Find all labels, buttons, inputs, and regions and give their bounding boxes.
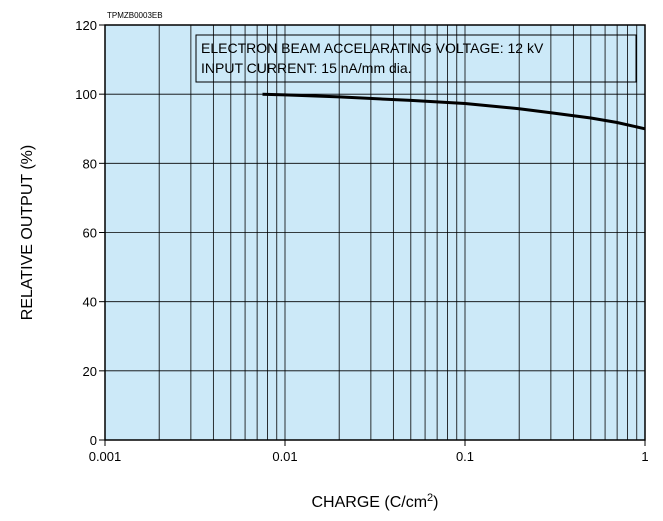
figure-code: TPMZB0003EB — [107, 11, 163, 20]
y-tick-label: 60 — [83, 226, 97, 241]
y-tick-label: 100 — [75, 87, 97, 102]
x-tick-label: 1 — [641, 449, 648, 464]
y-axis-label: RELATIVE OUTPUT (%) — [19, 145, 36, 320]
y-tick-label: 40 — [83, 295, 97, 310]
tick-labels: 0 20 40 60 80 100 120 0.001 0.01 0.1 1 — [75, 18, 648, 464]
annotation-box: ELECTRON BEAM ACCELARATING VOLTAGE: 12 k… — [195, 34, 637, 83]
plot-frame — [104, 24, 646, 441]
x-tick-label: 0.1 — [456, 449, 474, 464]
y-tick-label: 0 — [90, 433, 97, 448]
x-axis-label: CHARGE (C/cm2) — [311, 492, 438, 511]
x-tick-label: 0.01 — [272, 449, 297, 464]
y-tick-label: 120 — [75, 18, 97, 33]
x-tick-label: 0.001 — [89, 449, 122, 464]
series-line — [262, 92, 646, 131]
annotation-line-1: ELECTRON BEAM ACCELARATING VOLTAGE: 12 k… — [201, 40, 544, 56]
y-tick-label: 80 — [83, 156, 97, 171]
y-tick-label: 20 — [83, 364, 97, 379]
annotation-line-2: INPUT CURRENT: 15 nA/mm dia. — [201, 60, 412, 76]
